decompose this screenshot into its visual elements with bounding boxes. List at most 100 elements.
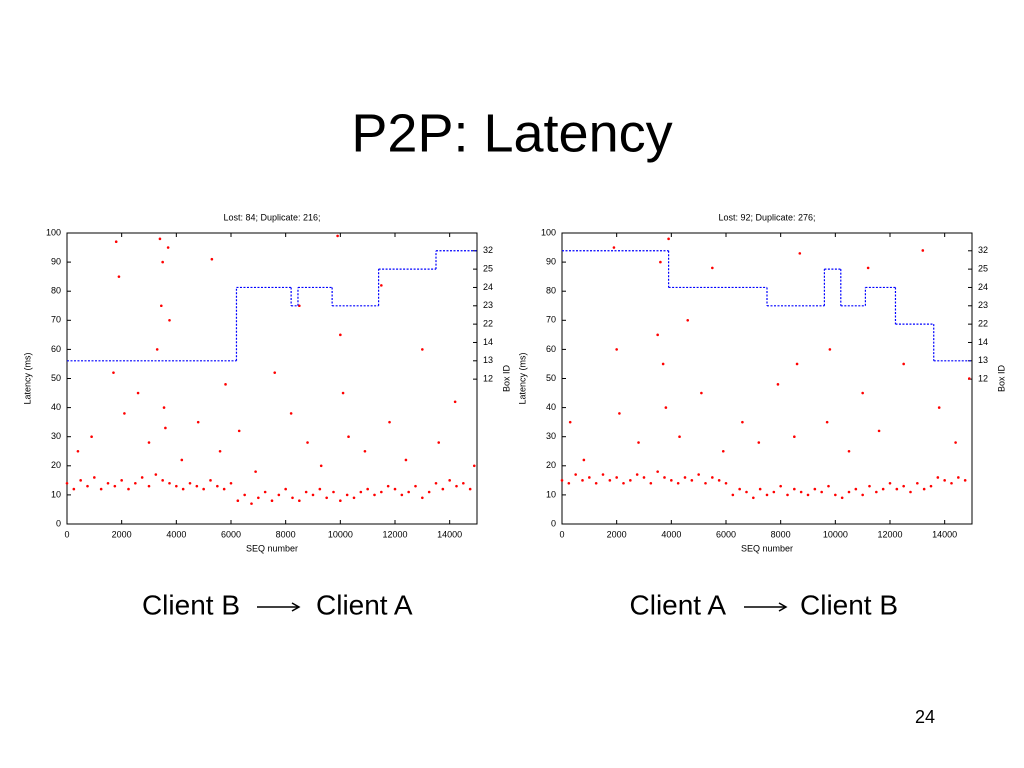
arrow-head: [778, 602, 788, 612]
x-tick-label: 0: [559, 529, 564, 539]
data-point: [117, 275, 121, 278]
arrow-head: [291, 602, 301, 612]
data-point: [304, 490, 308, 494]
data-point: [820, 490, 823, 494]
data-point: [793, 487, 796, 491]
data-point: [717, 479, 721, 482]
data-point: [175, 484, 178, 488]
data-point: [840, 496, 844, 500]
data-point: [106, 481, 110, 485]
data-point: [236, 499, 240, 503]
data-point: [209, 479, 212, 482]
data-point: [724, 481, 728, 485]
x-tick-label: 0: [64, 529, 69, 539]
data-point: [319, 464, 323, 468]
data-point: [700, 391, 703, 395]
data-point: [670, 479, 673, 482]
data-point: [404, 458, 408, 462]
data-point: [888, 481, 892, 485]
data-point: [386, 484, 390, 488]
data-point: [421, 496, 424, 500]
data-point: [243, 493, 246, 497]
data-point: [828, 348, 832, 351]
data-point: [188, 481, 192, 485]
data-point: [690, 479, 694, 482]
data-point: [298, 499, 301, 503]
data-point: [291, 496, 294, 500]
data-point: [861, 493, 864, 497]
x-axis-label: SEQ number: [246, 543, 298, 553]
data-point: [373, 493, 376, 497]
y-tick-label: 30: [51, 431, 61, 441]
data-point: [711, 266, 714, 270]
data-point: [421, 348, 424, 351]
data-point: [618, 412, 621, 415]
data-point: [318, 487, 322, 491]
data-point: [806, 493, 810, 497]
y2-tick-label: 22: [978, 319, 988, 329]
data-point: [472, 464, 476, 468]
data-point: [757, 441, 761, 444]
data-point: [574, 473, 577, 476]
y-tick-label: 80: [51, 286, 61, 296]
data-point: [921, 249, 925, 252]
data-point: [711, 476, 714, 479]
data-point: [273, 371, 277, 374]
data-point: [615, 476, 618, 479]
y2-tick-label: 32: [483, 245, 493, 255]
data-point: [332, 490, 335, 494]
data-point: [663, 476, 666, 479]
caption-to: Client A: [316, 589, 413, 620]
data-point: [222, 487, 226, 491]
data-point: [656, 333, 659, 337]
data-point: [380, 490, 383, 494]
plot-frame: [66, 232, 478, 525]
data-point: [113, 484, 117, 488]
data-point: [162, 406, 166, 409]
x-axis-label: SEQ number: [741, 543, 793, 553]
chart-title: Lost: 84; Duplicate: 216;: [223, 212, 320, 222]
x-tick-label: 4000: [166, 529, 186, 539]
data-point: [868, 484, 871, 488]
y-tick-label: 0: [551, 518, 556, 528]
data-point: [345, 493, 349, 497]
y2-axis-label: Box ID: [996, 364, 1006, 392]
y-tick-label: 50: [51, 373, 61, 383]
data-point: [936, 476, 940, 479]
data-point: [738, 487, 741, 491]
y2-tick-label: 14: [483, 337, 493, 347]
data-point: [229, 481, 233, 485]
data-point: [306, 441, 309, 444]
data-point: [795, 362, 799, 366]
y2-tick-label: 32: [978, 245, 988, 255]
data-point: [339, 333, 342, 337]
data-point: [181, 487, 185, 491]
y2-tick-label: 24: [483, 282, 493, 292]
x-tick-label: 8000: [276, 529, 296, 539]
data-point: [462, 481, 465, 485]
data-point: [99, 487, 103, 491]
y-tick-label: 60: [51, 344, 61, 354]
y-tick-label: 50: [546, 373, 556, 383]
data-point: [195, 484, 199, 488]
data-point: [629, 479, 632, 482]
data-point: [453, 400, 457, 404]
data-point: [147, 441, 151, 444]
data-point: [635, 473, 639, 476]
data-point: [909, 490, 912, 494]
data-point: [560, 479, 564, 482]
y2-tick-label: 23: [978, 300, 988, 310]
y-tick-label: 70: [546, 315, 556, 325]
data-point: [758, 487, 762, 491]
x-tick-label: 12000: [382, 529, 407, 539]
data-point: [160, 304, 163, 308]
data-point: [352, 496, 356, 500]
data-point: [161, 479, 164, 482]
data-point: [437, 441, 441, 444]
data-point: [380, 284, 383, 287]
caption-from: Client B: [142, 589, 240, 620]
data-point: [967, 377, 971, 380]
data-point: [772, 490, 776, 494]
data-point: [325, 496, 328, 500]
x-tick-label: 8000: [771, 529, 791, 539]
